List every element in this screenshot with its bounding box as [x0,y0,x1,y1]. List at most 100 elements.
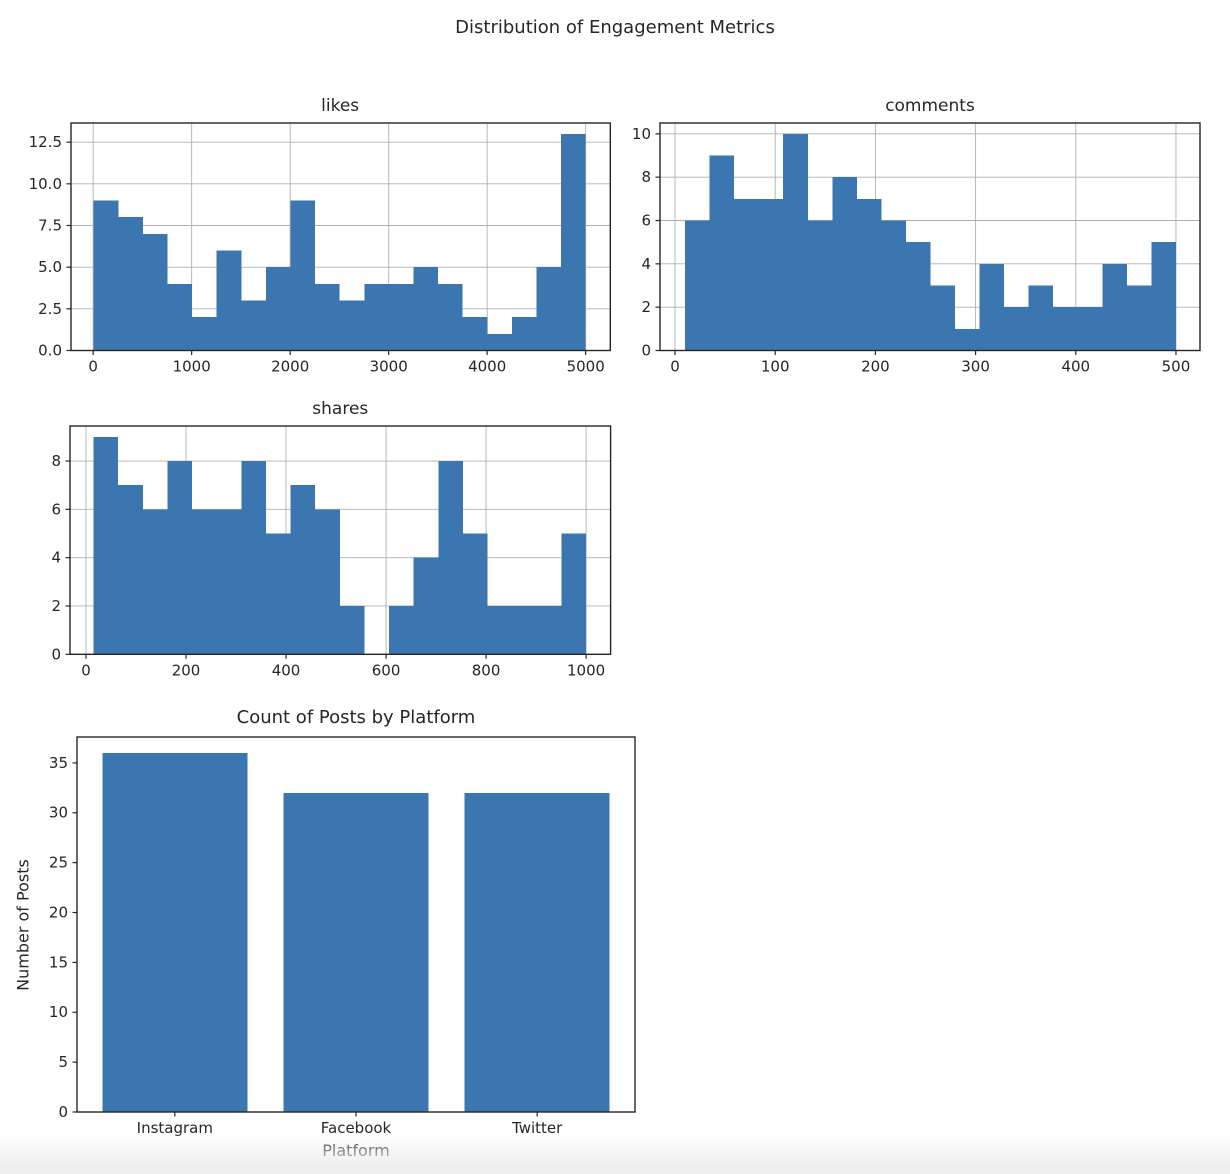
histogram-bar [1053,307,1078,351]
histogram-bar [979,264,1005,351]
histogram-bar [1126,285,1152,351]
histogram-bar [93,200,118,351]
x-tick-label: Instagram [137,1119,213,1137]
y-tick-label: 2.5 [38,300,62,318]
chart-shares: shares 0 200 400 600 800 1000 0 2 4 6 8 [51,399,612,679]
y-tick-label: 6 [641,212,651,230]
y-tick-label: 10 [632,125,651,143]
histogram-bar [191,317,217,351]
y-tick-label: 15 [49,953,68,971]
histogram-bar [1028,285,1054,351]
histogram-bar [881,220,906,351]
histogram-bar [315,509,340,654]
platform-yaxis-label: Number of Posts [13,858,33,991]
x-tick-label: 2000 [271,358,309,376]
x-tick-label: 400 [1061,358,1090,376]
histogram-bar [388,284,413,351]
histogram-bar [339,605,365,654]
comments-histogram-canvas: 0 100 200 300 400 500 0 2 4 6 8 10 [632,122,1201,376]
histogram-bar [561,533,587,654]
histogram-bar [240,300,266,351]
chart-title-likes: likes [321,96,360,117]
x-tick-label: 0 [81,661,91,679]
y-tick-label: 5.0 [38,258,62,276]
y-tick-label: 12.5 [28,133,61,151]
histogram-bar [118,484,143,654]
histogram-bar [216,250,241,351]
shares-histogram-canvas: 0 200 400 600 800 1000 0 2 4 6 8 [51,424,612,679]
histogram-bar [734,199,759,351]
y-tick-label: 4 [51,548,61,566]
histogram-bar [1077,307,1103,351]
bar-instagram [102,752,248,1112]
histogram-bar [512,605,537,654]
histogram-bar [560,134,586,351]
x-tick-label: Facebook [321,1119,392,1137]
x-tick-label: 3000 [369,358,407,376]
histogram-bar [462,533,488,654]
figure-title: Distribution of Engagement Metrics [455,17,775,38]
y-tick-label: 0 [641,342,651,360]
x-tick-label: 600 [372,661,401,679]
histogram-bar [389,605,414,654]
chart-comments: comments 0 100 200 300 400 500 0 2 4 6 8 10 [632,96,1201,376]
histogram-bar [709,155,735,351]
histogram-bar [241,460,266,654]
y-tick-label: 10.0 [28,175,61,193]
x-tick-label: 1000 [567,661,605,679]
y-tick-label: 20 [49,903,68,921]
y-tick-label: 7.5 [38,217,62,235]
x-tick-label: 500 [1162,358,1191,376]
x-tick-label: 100 [761,358,790,376]
bar-twitter [464,792,610,1112]
histogram-bar [536,605,562,654]
histogram-bar [192,509,217,654]
axes-frame [69,424,612,655]
histogram-bar [535,267,561,351]
axes-frame [659,122,1201,352]
histogram-bar [314,284,340,351]
y-tick-label: 2 [641,298,651,316]
platform-bar-canvas: Instagram Facebook Twitter 0 5 10 15 20 25 30 35 [49,736,636,1137]
histogram-bar [265,533,291,654]
platform-xaxis-label: Platform [322,1141,390,1160]
histogram-bar [265,267,290,351]
chart-title-comments: comments [885,96,975,117]
histogram-bar [437,284,463,351]
x-tick-label: 0 [670,358,680,376]
y-tick-label: 4 [641,255,651,273]
histogram-bar [832,177,857,351]
y-tick-label: 30 [49,804,68,822]
chart-likes: likes 0 1000 2000 3000 4000 5000 0.0 2.5 5.0 7.5 1… [28,96,611,376]
x-tick-label: 1000 [172,358,210,376]
histogram-bar [412,267,438,351]
histogram-bar [807,220,833,351]
x-tick-label: 0 [88,358,98,376]
histogram-bar [117,217,143,351]
likes-histogram-canvas: 0 1000 2000 3000 4000 5000 0.0 2.5 5.0 7.5 10.0 12.… [28,122,611,376]
histogram-bar [1151,242,1176,351]
histogram-bar [438,460,463,654]
x-tick-label: 5000 [566,358,604,376]
histogram-bar [511,317,536,351]
chart-title-posts-by-platform: Count of Posts by Platform [236,707,476,728]
y-tick-label: 0 [51,645,61,663]
histogram-bar [166,284,192,351]
y-tick-label: 5 [58,1053,68,1071]
histogram-bar [462,317,487,351]
x-tick-label: 200 [172,661,201,679]
y-tick-label: 6 [51,500,61,518]
x-tick-label: 300 [961,358,990,376]
x-tick-label: 800 [472,661,501,679]
chart-posts-by-platform: Count of Posts by Platform Instagram Face… [14,707,636,1160]
histogram-bar [289,200,315,351]
y-tick-label: 10 [49,1003,68,1021]
histogram-bar [413,557,439,654]
y-tick-label: 35 [49,754,68,772]
histogram-bar [142,234,167,351]
x-tick-label: Twitter [511,1119,563,1137]
histogram-bar [290,484,316,654]
histogram-bar [1004,307,1029,351]
histogram-bar [487,605,513,654]
histogram-bar [905,242,931,351]
